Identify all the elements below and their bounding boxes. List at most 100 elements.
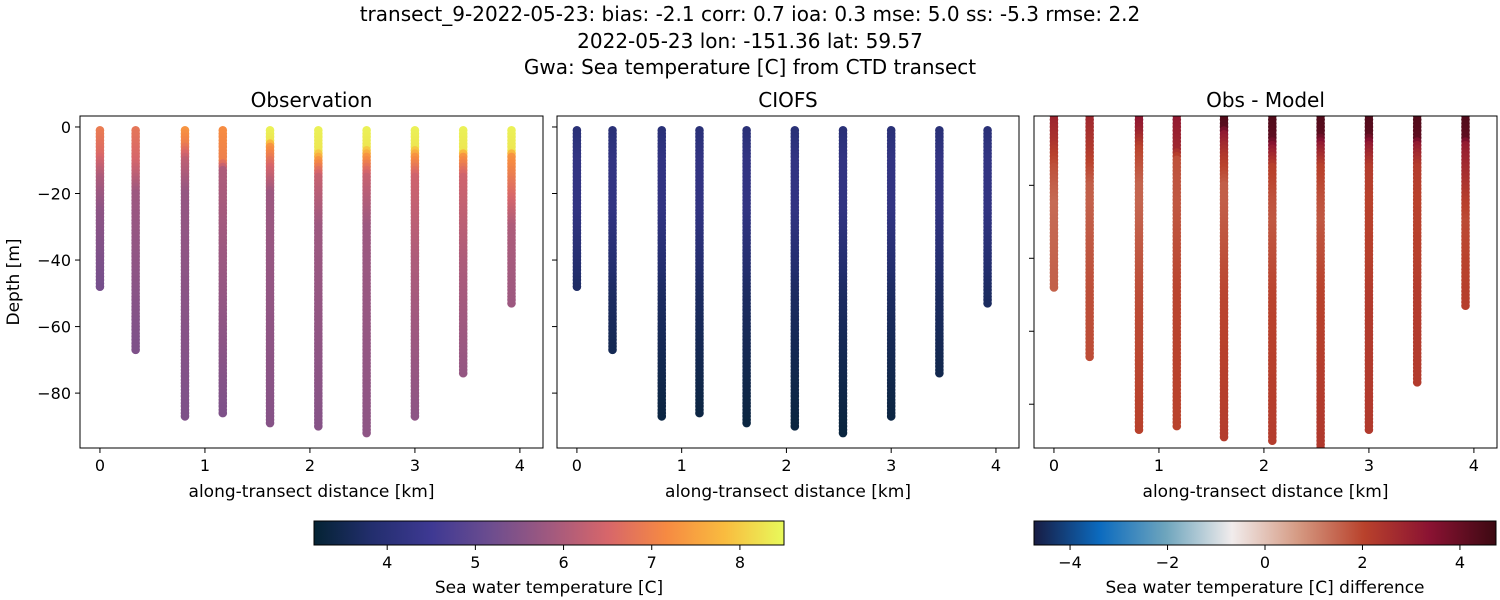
x-tick-label: 1: [1154, 456, 1164, 475]
profile-3: [695, 126, 704, 418]
colorbar-label: Sea water temperature [C]: [435, 578, 663, 598]
data-points: [572, 126, 992, 438]
figure-title-line-2: 2022-05-23 lon: -151.36 lat: 59.57: [577, 29, 923, 53]
data-point: [1219, 432, 1229, 442]
profile-6: [362, 126, 371, 438]
y-tick-label: −60: [37, 318, 71, 337]
data-point: [1412, 378, 1422, 387]
colorbar-temperature: 4 5 6 7 8 Sea water temperature [C]: [313, 520, 785, 598]
y-tick-label: 0: [61, 118, 71, 137]
colorbar-tick-label: 8: [735, 553, 745, 572]
x-axis-label: along-transect distance [km]: [1143, 482, 1389, 502]
data-point: [657, 412, 667, 421]
x-tick-label: 1: [677, 456, 687, 475]
x-tick-label: 2: [1259, 456, 1269, 475]
x-tick-label: 2: [781, 456, 791, 475]
data-point: [1085, 352, 1094, 362]
data-points: [95, 126, 516, 438]
colorbar-tick-label: 6: [558, 553, 568, 572]
data-point: [886, 412, 896, 421]
profile-4: [1219, 116, 1229, 442]
figure-title-line-3: Gwa: Sea temperature [C] from CTD transe…: [523, 55, 977, 79]
x-tick-label: 0: [1049, 456, 1059, 475]
x-tick-label: 4: [991, 456, 1001, 475]
x-tick-label: 4: [515, 456, 525, 475]
colorbar-tick-label: 4: [382, 553, 392, 572]
figure-title-line-1: transect_9-2022-05-23: bias: -2.1 corr: …: [359, 2, 1141, 26]
profile-9: [1461, 116, 1470, 311]
data-point: [362, 428, 371, 438]
profile-2: [180, 126, 190, 421]
profile-6: [1316, 116, 1325, 448]
profile-3: [218, 126, 228, 418]
data-point: [314, 422, 323, 431]
data-point: [265, 418, 275, 428]
data-point: [1134, 425, 1144, 435]
colorbar-tick-label: −4: [1058, 553, 1082, 572]
data-point: [1364, 425, 1374, 435]
profile-7: [410, 126, 420, 421]
profile-5: [790, 126, 800, 431]
data-point: [458, 368, 468, 378]
profile-1: [608, 126, 617, 355]
colorbar-label: Sea water temperature [C] difference: [1105, 578, 1424, 598]
profile-8: [458, 126, 468, 378]
profile-0: [1049, 116, 1059, 292]
x-tick-label: 3: [886, 456, 896, 475]
panel-title: Obs - Model: [1206, 88, 1325, 112]
data-point: [410, 412, 420, 421]
colorbar-gradient: [1033, 520, 1497, 546]
profile-9: [983, 126, 992, 308]
data-point: [1461, 301, 1470, 311]
data-point: [218, 408, 228, 418]
profile-6: [838, 126, 848, 438]
profile-8: [1412, 116, 1422, 387]
colorbar-tick-label: 0: [1260, 553, 1270, 572]
profile-1: [131, 126, 140, 355]
profile-2: [1134, 116, 1144, 435]
profile-0: [572, 126, 582, 291]
profile-5: [1268, 116, 1277, 446]
data-point: [95, 282, 105, 291]
profile-1: [1085, 116, 1094, 362]
data-point: [572, 282, 582, 291]
x-tick-label: 4: [1469, 456, 1479, 475]
profile-3: [1172, 116, 1182, 431]
colorbar-tick-label: −2: [1156, 553, 1180, 572]
profile-4: [742, 126, 751, 428]
panel-model: 0 1 2 3 4 CIOFS along-transect distance [km]: [552, 88, 1020, 502]
y-axis-label: Depth [m]: [4, 238, 24, 325]
data-point: [180, 412, 190, 421]
colorbar-tick-label: 2: [1357, 553, 1367, 572]
profile-8: [935, 126, 944, 378]
x-tick-label: 3: [410, 456, 420, 475]
data-point: [742, 418, 751, 428]
data-point: [608, 345, 617, 355]
panel-title: Observation: [251, 88, 373, 112]
colorbar-gradient: [313, 520, 785, 546]
profile-2: [657, 126, 667, 421]
panel-diff: 0 1 2 3 4 Obs - Model along-transect distance …: [1029, 88, 1498, 502]
profile-7: [1364, 116, 1374, 435]
profile-9: [507, 126, 516, 308]
panel-title: CIOFS: [758, 88, 817, 112]
data-point: [1172, 421, 1182, 431]
profile-5: [314, 126, 323, 431]
data-point: [1268, 436, 1277, 446]
x-tick-label: 0: [572, 456, 582, 475]
colorbar-tick-label: 5: [470, 553, 480, 572]
data-point: [695, 408, 704, 418]
profile-4: [265, 126, 275, 428]
profile-7: [886, 126, 896, 421]
x-tick-label: 2: [305, 456, 315, 475]
profile-0: [95, 126, 105, 291]
x-axis-label: along-transect distance [km]: [189, 482, 435, 502]
x-axis-label: along-transect distance [km]: [665, 482, 911, 502]
data-points: [1049, 116, 1470, 448]
y-tick-label: −80: [37, 384, 71, 403]
colorbar-tick-label: 4: [1455, 553, 1465, 572]
x-tick-label: 0: [95, 456, 105, 475]
data-point: [935, 368, 944, 378]
data-point: [838, 428, 848, 438]
